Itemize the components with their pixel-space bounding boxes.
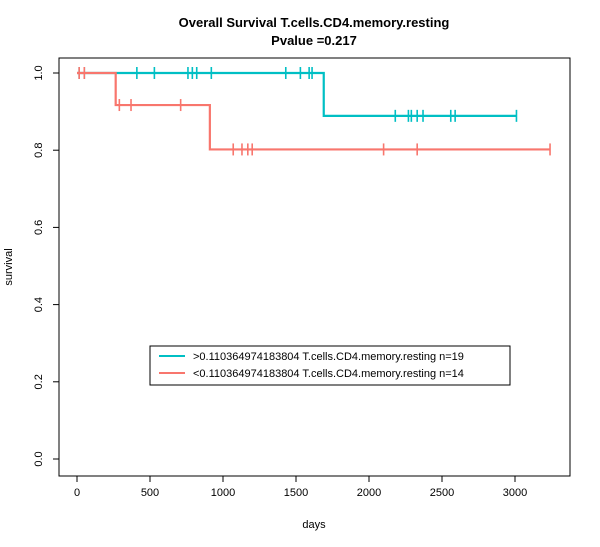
legend-label-high: >0.110364974183804 T.cells.CD4.memory.re… (193, 351, 464, 363)
x-tick-label: 3000 (503, 487, 527, 499)
series-layer (77, 67, 551, 156)
y-tick-label: 0.8 (33, 143, 45, 158)
chart-subtitle: Pvalue =0.217 (271, 33, 357, 48)
y-tick-label: 0.6 (33, 220, 45, 235)
x-tick-label: 2500 (430, 487, 454, 499)
survival-curve-low (77, 71, 551, 151)
chart-title: Overall Survival T.cells.CD4.memory.rest… (179, 15, 450, 30)
legend-box (149, 345, 511, 386)
x-tick-label: 1500 (284, 487, 308, 499)
x-tick-label: 0 (74, 487, 80, 499)
y-tick-label: 1.0 (33, 65, 45, 80)
legend-label-low: <0.110364974183804 T.cells.CD4.memory.re… (193, 368, 464, 380)
y-tick-label: 0.0 (33, 451, 45, 466)
y-tick-label: 0.4 (33, 297, 45, 312)
legend: >0.110364974183804 T.cells.CD4.memory.re… (149, 345, 511, 386)
x-axis-label: days (302, 519, 326, 531)
survival-curve-high (77, 71, 517, 117)
x-tick-label: 1000 (211, 487, 235, 499)
y-axis: 0.0 0.2 0.4 0.6 0.8 1.0 (33, 65, 60, 467)
x-tick-label: 500 (141, 487, 159, 499)
x-tick-label: 2000 (357, 487, 381, 499)
x-axis: 0 500 1000 1500 2000 2500 3000 (74, 475, 527, 499)
y-tick-label: 0.2 (33, 374, 45, 389)
plot-frame (58, 57, 571, 477)
y-axis-label: survival (3, 248, 15, 285)
